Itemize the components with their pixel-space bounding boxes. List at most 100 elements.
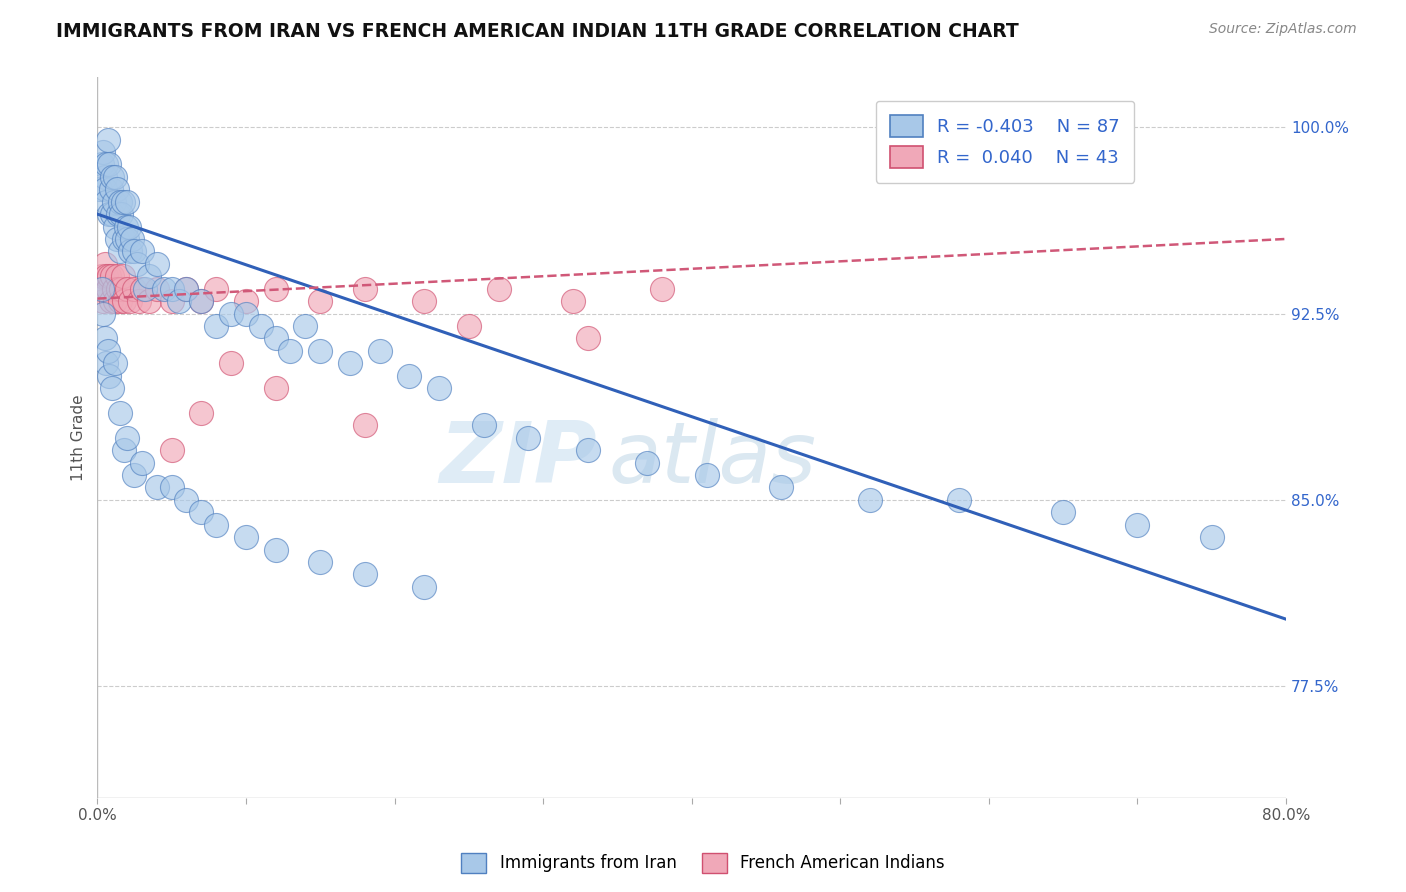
Point [235,306,257,320]
Point [100,294,122,309]
Point [249,318,271,333]
Point [96,157,118,171]
Point [111,194,134,209]
Point [117,219,139,234]
Point [457,318,479,333]
Legend: Immigrants from Iran, French American Indians: Immigrants from Iran, French American In… [454,847,952,880]
Point [339,356,361,370]
Point [176,282,198,296]
Point [190,505,212,519]
Point [108,244,131,259]
Point [101,381,124,395]
Point [176,492,198,507]
Point [90,157,112,171]
Point [96,194,118,209]
Point [98,207,121,221]
Point [112,232,135,246]
Text: IMMIGRANTS FROM IRAN VS FRENCH AMERICAN INDIAN 11TH GRADE CORRELATION CHART: IMMIGRANTS FROM IRAN VS FRENCH AMERICAN … [56,22,1019,41]
Point [98,269,121,284]
Point [110,282,132,296]
Point [91,294,114,309]
Point [89,282,111,296]
Point [101,169,124,184]
Point [146,480,169,494]
Point [115,194,138,209]
Point [160,294,183,309]
Text: atlas: atlas [609,417,817,501]
Point [1201,530,1223,544]
Point [488,282,510,296]
Point [472,418,495,433]
Point [205,318,228,333]
Point [105,269,128,284]
Point [138,294,160,309]
Point [118,294,141,309]
Point [309,343,332,358]
Point [108,406,131,420]
Point [695,468,717,483]
Point [127,257,149,271]
Point [101,207,124,221]
Point [167,294,190,309]
Point [110,207,132,221]
Point [176,282,198,296]
Point [576,331,599,345]
Point [124,244,146,259]
Point [104,169,127,184]
Point [160,443,183,458]
Point [205,282,228,296]
Text: Source: ZipAtlas.com: Source: ZipAtlas.com [1209,22,1357,37]
Point [112,443,135,458]
Point [413,294,436,309]
Point [190,294,212,309]
Point [97,282,120,296]
Point [94,257,117,271]
Point [1052,505,1074,519]
Point [134,282,156,296]
Point [294,318,316,333]
Point [112,294,135,309]
Point [128,294,150,309]
Point [153,282,176,296]
Point [94,182,117,196]
Point [205,517,228,532]
Point [91,306,114,320]
Point [107,282,129,296]
Point [517,431,540,445]
Point [651,282,673,296]
Point [131,456,153,470]
Point [98,157,121,171]
Point [104,294,127,309]
Point [190,406,212,420]
Point [118,244,141,259]
Point [96,356,118,370]
Point [114,219,136,234]
Point [398,368,420,383]
Point [235,294,257,309]
Point [111,269,134,284]
Point [427,381,450,395]
Point [124,468,146,483]
Point [115,431,138,445]
Point [859,492,882,507]
Point [89,182,111,196]
Point [94,331,117,345]
Point [280,343,302,358]
Point [264,282,287,296]
Point [90,282,112,296]
Point [97,132,120,146]
Point [769,480,792,494]
Point [219,306,242,320]
Point [94,169,117,184]
Point [124,282,146,296]
Point [264,542,287,557]
Point [948,492,970,507]
Point [138,269,160,284]
Point [115,282,138,296]
Point [121,232,143,246]
Point [309,555,332,569]
Point [98,368,121,383]
Point [105,232,128,246]
Point [131,244,153,259]
Point [309,294,332,309]
